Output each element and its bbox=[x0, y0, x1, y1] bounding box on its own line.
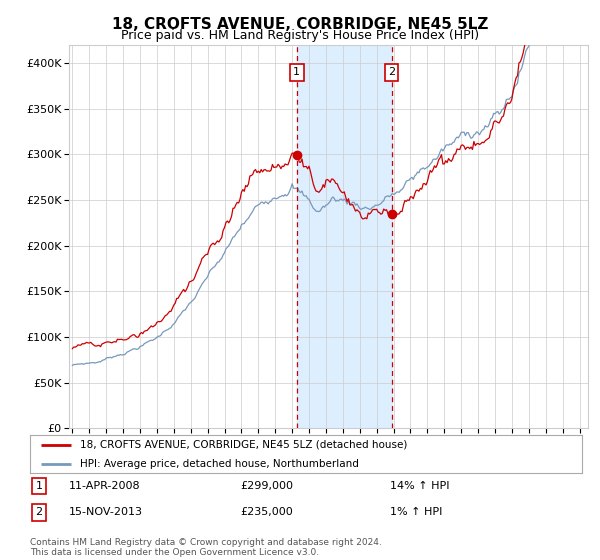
Text: Price paid vs. HM Land Registry's House Price Index (HPI): Price paid vs. HM Land Registry's House … bbox=[121, 29, 479, 42]
Text: 2: 2 bbox=[35, 507, 43, 517]
Text: 18, CROFTS AVENUE, CORBRIDGE, NE45 5LZ (detached house): 18, CROFTS AVENUE, CORBRIDGE, NE45 5LZ (… bbox=[80, 440, 407, 450]
Text: Contains HM Land Registry data © Crown copyright and database right 2024.
This d: Contains HM Land Registry data © Crown c… bbox=[30, 538, 382, 557]
Text: 1: 1 bbox=[35, 481, 43, 491]
Text: £299,000: £299,000 bbox=[240, 481, 293, 491]
Text: 2: 2 bbox=[388, 67, 395, 77]
Text: 15-NOV-2013: 15-NOV-2013 bbox=[69, 507, 143, 517]
Text: 1: 1 bbox=[293, 67, 300, 77]
Text: HPI: Average price, detached house, Northumberland: HPI: Average price, detached house, Nort… bbox=[80, 459, 359, 469]
Text: 14% ↑ HPI: 14% ↑ HPI bbox=[390, 481, 449, 491]
Text: 11-APR-2008: 11-APR-2008 bbox=[69, 481, 140, 491]
Text: £235,000: £235,000 bbox=[240, 507, 293, 517]
Bar bbox=[297, 45, 392, 428]
Text: 18, CROFTS AVENUE, CORBRIDGE, NE45 5LZ: 18, CROFTS AVENUE, CORBRIDGE, NE45 5LZ bbox=[112, 17, 488, 32]
Text: 1% ↑ HPI: 1% ↑ HPI bbox=[390, 507, 442, 517]
